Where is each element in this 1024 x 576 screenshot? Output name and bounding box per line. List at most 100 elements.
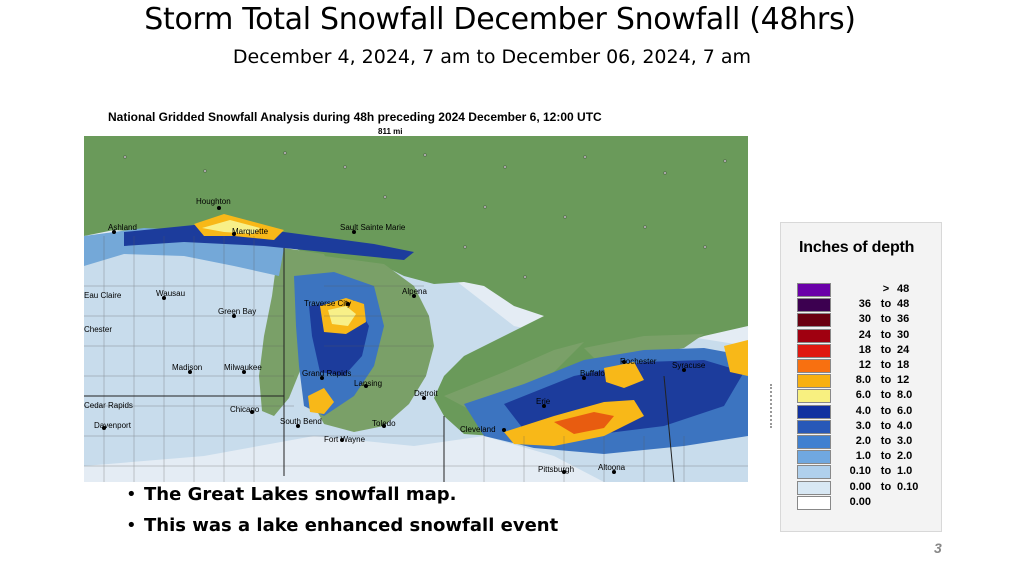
- city-label-detroit: Detroit: [414, 389, 438, 398]
- city-label-chicago: Chicago: [230, 405, 260, 414]
- snow-orange-buffalo: [604, 362, 644, 388]
- legend-high-value: 6.0: [897, 404, 913, 417]
- city-label-altoona: Altoona: [598, 463, 626, 472]
- city-dot: [232, 314, 236, 318]
- snow-red-snowbelt: [554, 412, 614, 434]
- city-dot: [250, 410, 254, 414]
- divider-mark: [770, 384, 775, 428]
- legend-separator: to: [880, 298, 892, 311]
- snow-orange-grand-rapids: [308, 388, 334, 414]
- legend-high-value: 2.0: [897, 450, 913, 463]
- legend-swatch: [797, 313, 831, 328]
- legend-row: 8.0 to 12: [797, 374, 937, 389]
- city-label-fort-wayne: Fort Wayne: [324, 435, 366, 444]
- city-dot: [382, 424, 386, 428]
- legend-low-value: 36: [858, 298, 871, 311]
- legend-high-value: 24: [897, 343, 910, 356]
- legend-separator: to: [880, 435, 892, 447]
- city-label-south-bend: South Bend: [280, 417, 322, 426]
- snowfall-legend: Inches of depth >48 36 to 48 30 to 36 24 to 30 18 t…: [780, 222, 942, 532]
- station-dots: [123, 151, 727, 279]
- city-label-davenport: Davenport: [94, 421, 132, 430]
- legend-separator: to: [880, 389, 892, 402]
- city-label-madison: Madison: [172, 363, 202, 372]
- city-dot: [352, 230, 356, 234]
- bullet-list: • The Great Lakes snowfall map. • This was…: [126, 484, 558, 546]
- city-dot: [296, 424, 300, 428]
- legend-swatch: [797, 404, 831, 419]
- city-label-rochester: Rochester: [620, 357, 657, 366]
- legend-separator: to: [880, 465, 892, 478]
- legend-row: 0.00 to 0.10: [797, 480, 937, 495]
- legend-swatch: [797, 495, 831, 510]
- legend-high-value: 4.0: [897, 419, 913, 432]
- legend-swatch: [797, 359, 831, 373]
- city-dot: [320, 376, 324, 380]
- map-title: National Gridded Snowfall Analysis durin…: [108, 110, 602, 124]
- city-dot: [242, 370, 246, 374]
- legend-swatch: [797, 465, 831, 480]
- legend-row: 12 to 18: [797, 359, 937, 373]
- bullet-text: The Great Lakes snowfall map.: [144, 484, 457, 505]
- bullet-marker: •: [126, 515, 137, 536]
- legend-low-value: 0.00: [849, 480, 871, 493]
- legend-low-value: 6.0: [855, 389, 871, 402]
- city-dot: [682, 368, 686, 372]
- city-label-sault: Sault Sainte Marie: [340, 223, 406, 232]
- legend-low-value: 3.0: [855, 419, 871, 432]
- legend-title: Inches of depth: [799, 239, 915, 256]
- city-dot: [502, 428, 506, 432]
- legend-high-value: 48: [897, 298, 910, 311]
- city-label-green-bay: Green Bay: [218, 307, 256, 316]
- legend-separator: to: [880, 374, 892, 387]
- legend-high-value: 18: [897, 359, 910, 371]
- legend-row: >48: [797, 283, 937, 297]
- legend-high-value: 36: [897, 313, 910, 326]
- city-label-chester: Chester: [84, 325, 112, 334]
- city-label-pittsburgh: Pittsburgh: [538, 465, 574, 474]
- legend-separator: to: [880, 343, 892, 356]
- legend-high-value: 12: [897, 374, 910, 387]
- city-label-cleveland: Cleveland: [460, 425, 496, 434]
- city-dot: [542, 404, 546, 408]
- legend-swatch: [797, 283, 831, 297]
- legend-swatch: [797, 435, 831, 449]
- legend-row: 24 to 30: [797, 328, 937, 343]
- city-label-marquette: Marquette: [232, 227, 269, 236]
- legend-low-value: 8.0: [855, 374, 871, 387]
- legend-separator: to: [880, 419, 892, 432]
- city-markers: Houghton Marquette Ashland Sault Sainte …: [84, 197, 706, 474]
- slide-subtitle: December 4, 2024, 7 am to December 06, 2…: [232, 46, 752, 68]
- city-label-syracuse: Syracuse: [672, 361, 706, 370]
- snowfall-map: National Gridded Snowfall Analysis durin…: [84, 104, 748, 482]
- legend-high-value: 0.10: [897, 480, 919, 493]
- legend-low-value: 0.10: [849, 465, 871, 478]
- legend-low-value: 1.0: [855, 450, 871, 463]
- legend-row: 6.0 to 8.0: [797, 389, 937, 404]
- map-scale-label: 811 mi: [378, 127, 403, 136]
- city-label-erie: Erie: [536, 397, 551, 406]
- legend-swatch: [797, 374, 831, 389]
- city-label-grand-rapids: Grand Rapids: [302, 369, 351, 378]
- lake-ontario: [584, 334, 704, 358]
- legend-low-value: 24: [858, 328, 871, 341]
- city-label-cedar-rapids: Cedar Rapids: [84, 401, 133, 410]
- bullet-marker: •: [126, 484, 137, 505]
- legend-high-value: 8.0: [897, 389, 913, 402]
- legend-row: 1.0 to 2.0: [797, 450, 937, 465]
- city-dot: [364, 384, 368, 388]
- legend-low-value: 4.0: [855, 404, 871, 417]
- city-dot: [340, 438, 344, 442]
- legend-row: 3.0 to 4.0: [797, 419, 937, 434]
- legend-low-value: 18: [858, 343, 871, 356]
- legend-high-value: 3.0: [897, 435, 913, 447]
- legend-swatch: [797, 298, 831, 313]
- city-label-wausau: Wausau: [156, 289, 185, 298]
- legend-row: 4.0 to 6.0: [797, 404, 937, 419]
- city-label-toledo: Toledo: [372, 419, 396, 428]
- legend-swatch: [797, 328, 831, 343]
- city-label-buffalo: Buffalo: [580, 369, 605, 378]
- city-dot: [102, 426, 106, 430]
- legend-high-value: 30: [897, 328, 910, 341]
- legend-low-value: 0.00: [849, 495, 871, 508]
